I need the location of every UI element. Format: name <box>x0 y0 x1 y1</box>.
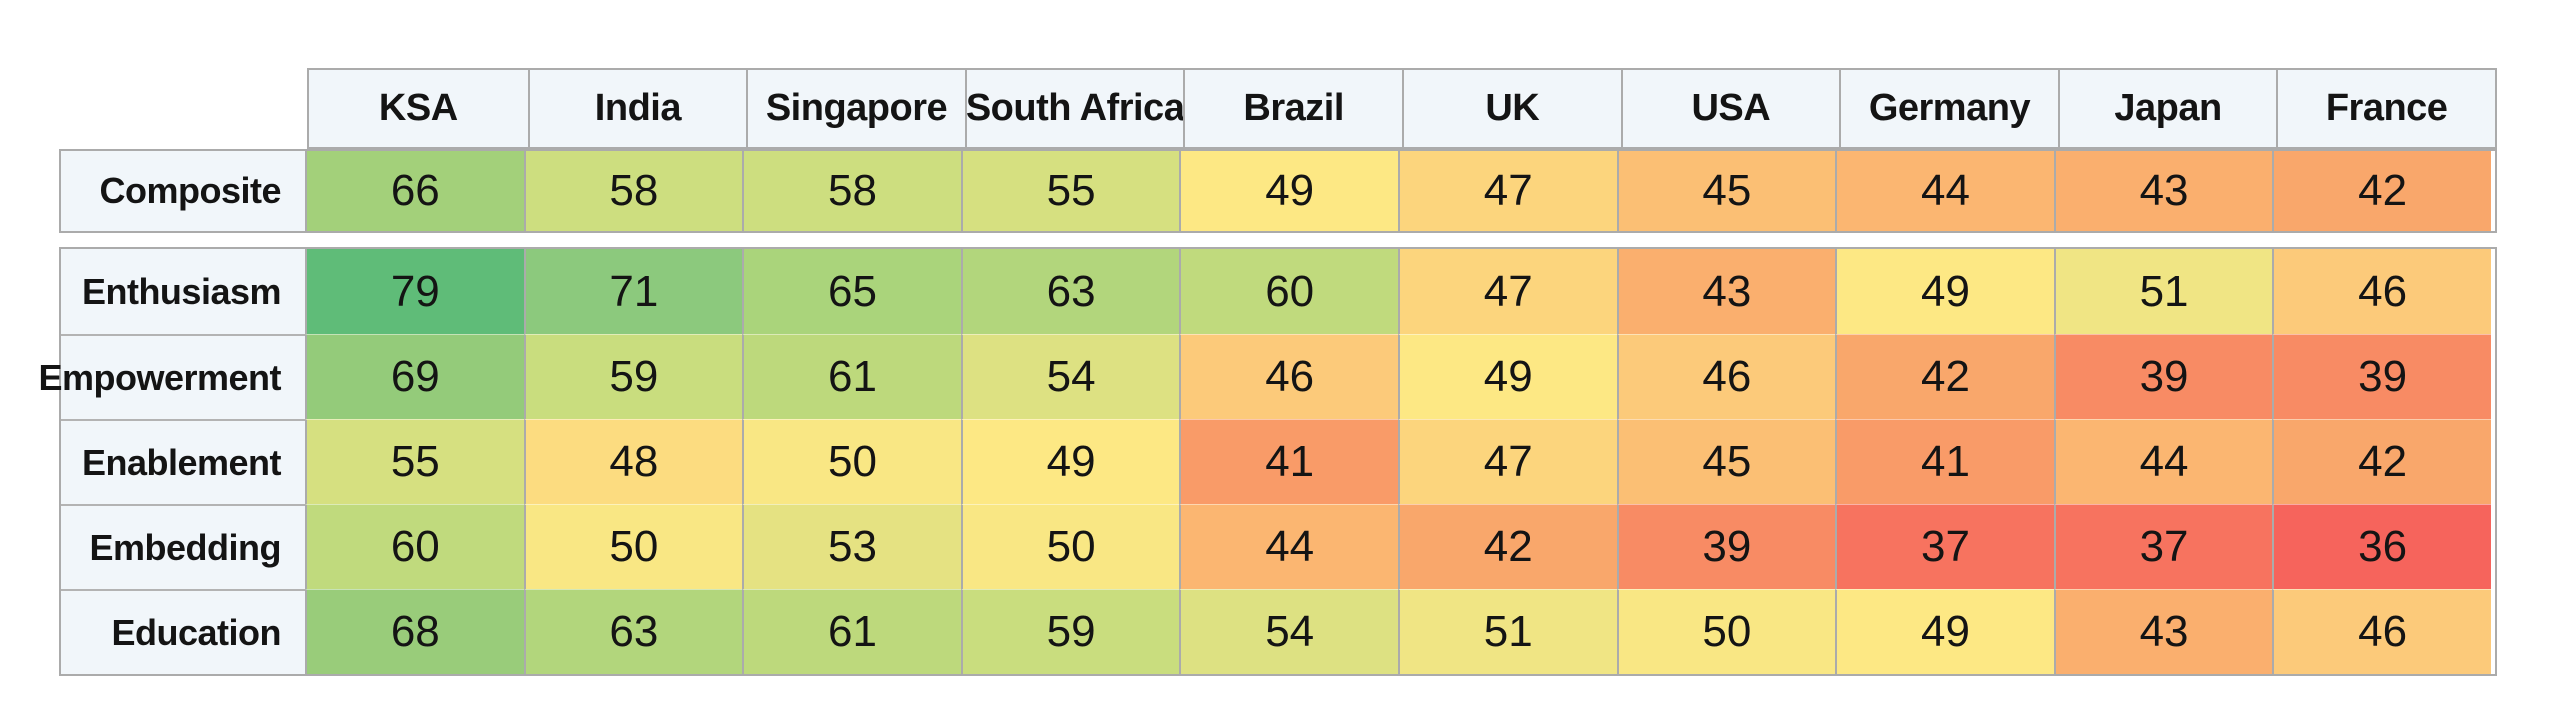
country-header-cell: UK <box>1401 70 1621 147</box>
heatmap-cell: 45 <box>1616 151 1836 231</box>
row-label: Enablement <box>61 419 305 504</box>
table-row: Composite 66 58 58 55 49 47 45 44 43 42 <box>61 151 2495 231</box>
row-label: Empowerment <box>38 334 305 419</box>
row-label: Composite <box>61 151 305 231</box>
heatmap-cell: 46 <box>1179 334 1398 419</box>
country-header-row: KSA India Singapore South Africa Brazil UK USA… <box>307 68 2497 149</box>
country-header-cell: India <box>527 70 747 147</box>
table-row: Empowerment 69 59 61 54 46 49 46 42 39 39 <box>38 334 2495 419</box>
heatmap-cell: 66 <box>305 151 524 231</box>
heatmap-cell: 43 <box>2053 589 2273 674</box>
heatmap-cell: 48 <box>523 419 743 504</box>
row-label: Education <box>61 589 305 674</box>
heatmap-cell: 49 <box>1835 589 2054 674</box>
heatmap-cell: 55 <box>305 419 524 504</box>
heatmap-cell: 42 <box>2272 151 2491 231</box>
heatmap-table: KSA India Singapore South Africa Brazil UK USA… <box>38 68 2497 676</box>
heatmap-cell: 59 <box>960 589 1180 674</box>
heatmap-cell: 54 <box>960 334 1180 419</box>
heatmap-cell: 46 <box>2272 589 2491 674</box>
heatmap-cell: 54 <box>1179 589 1398 674</box>
heatmap-cell: 44 <box>1179 504 1398 589</box>
heatmap-cell: 50 <box>523 504 743 589</box>
table-row: Enthusiasm 79 71 65 63 60 47 43 49 51 46 <box>61 249 2495 334</box>
heatmap-cell: 58 <box>742 151 961 231</box>
heatmap-cell: 68 <box>305 589 524 674</box>
heatmap-cell: 49 <box>1179 151 1398 231</box>
heatmap-cell: 55 <box>960 151 1180 231</box>
heatmap-cell: 45 <box>1616 419 1836 504</box>
heatmap-cell: 60 <box>305 504 524 589</box>
country-header-cell: Brazil <box>1183 70 1402 147</box>
country-header-cell: France <box>2276 70 2495 147</box>
heatmap-cell: 46 <box>2272 249 2491 334</box>
country-header-cell: South Africa <box>964 70 1185 147</box>
heatmap-cell: 50 <box>960 504 1180 589</box>
heatmap-cell: 50 <box>1616 589 1836 674</box>
heatmap-cell: 58 <box>523 151 743 231</box>
heatmap-cell: 79 <box>305 249 524 334</box>
heatmap-cell: 41 <box>1179 419 1398 504</box>
heatmap-cell: 37 <box>1835 504 2054 589</box>
table-row: Embedding 60 50 53 50 44 42 39 37 37 36 <box>61 504 2495 589</box>
heatmap-cell: 49 <box>960 419 1180 504</box>
heatmap-cell: 44 <box>2053 419 2273 504</box>
heatmap-cell: 49 <box>1835 249 2054 334</box>
row-label: Embedding <box>61 504 305 589</box>
heatmap-cell: 47 <box>1397 249 1617 334</box>
heatmap-cell: 41 <box>1835 419 2054 504</box>
row-label: Enthusiasm <box>61 249 305 334</box>
heatmap-cell: 36 <box>2272 504 2491 589</box>
heatmap-cell: 42 <box>1397 504 1617 589</box>
heatmap-cell: 63 <box>960 249 1180 334</box>
country-header-cell: KSA <box>309 70 528 147</box>
heatmap-cell: 44 <box>1835 151 2054 231</box>
heatmap-cell: 51 <box>2053 249 2273 334</box>
heatmap-cell: 50 <box>742 419 961 504</box>
heatmap-cell: 47 <box>1397 151 1617 231</box>
section-gap <box>59 233 2497 247</box>
heatmap-cell: 43 <box>1616 249 1836 334</box>
heatmap-cell: 42 <box>1835 334 2054 419</box>
heatmap-cell: 39 <box>2272 334 2491 419</box>
country-header-cell: USA <box>1620 70 1840 147</box>
country-header-cell: Singapore <box>746 70 965 147</box>
heatmap-cell: 61 <box>742 334 961 419</box>
country-header-cell: Japan <box>2057 70 2277 147</box>
heatmap-cell: 71 <box>523 249 743 334</box>
heatmap-cell: 65 <box>742 249 961 334</box>
heatmap-cell: 46 <box>1616 334 1836 419</box>
heatmap-cell: 59 <box>523 334 743 419</box>
dimension-rows-block: Enthusiasm 79 71 65 63 60 47 43 49 51 46 Empowermen… <box>38 247 2497 676</box>
heatmap-cell: 61 <box>742 589 961 674</box>
heatmap-cell: 60 <box>1179 249 1398 334</box>
heatmap-cell: 37 <box>2053 504 2273 589</box>
country-header-cell: Germany <box>1839 70 2058 147</box>
heatmap-cell: 69 <box>305 334 524 419</box>
heatmap-cell: 49 <box>1397 334 1617 419</box>
heatmap-cell: 43 <box>2053 151 2273 231</box>
composite-row-block: Composite 66 58 58 55 49 47 45 44 43 42 <box>59 149 2497 233</box>
heatmap-cell: 39 <box>2053 334 2273 419</box>
heatmap-cell: 39 <box>1616 504 1836 589</box>
heatmap-cell: 42 <box>2272 419 2491 504</box>
heatmap-cell: 63 <box>523 589 743 674</box>
heatmap-cell: 47 <box>1397 419 1617 504</box>
table-row: Enablement 55 48 50 49 41 47 45 41 44 42 <box>61 419 2495 504</box>
heatmap-cell: 53 <box>742 504 961 589</box>
heatmap-cell: 51 <box>1397 589 1617 674</box>
table-row: Education 68 63 61 59 54 51 50 49 43 46 <box>61 589 2495 674</box>
